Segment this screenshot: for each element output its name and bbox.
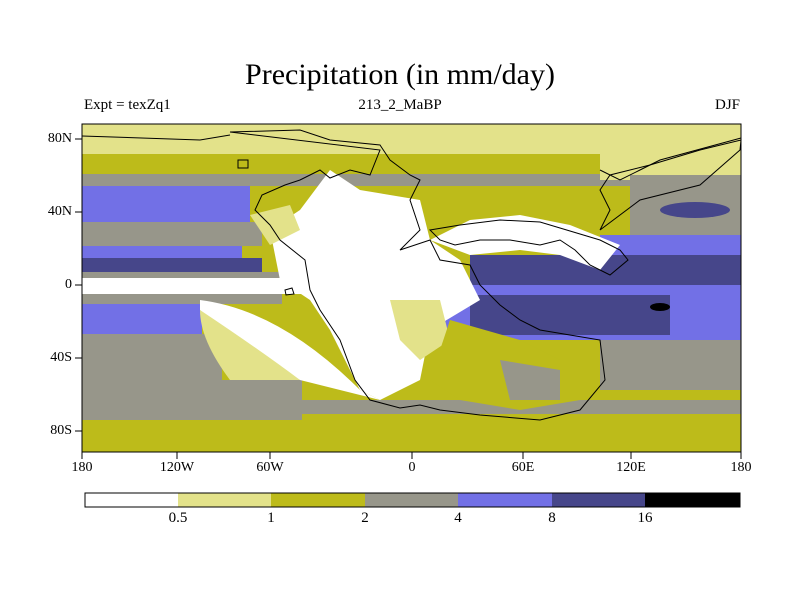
lat-label-40n: 40N [47, 204, 72, 219]
lat-label-80s: 80S [50, 423, 72, 438]
colorbar-label-4: 4 [454, 510, 462, 526]
precipitation-field [82, 124, 741, 452]
lon-label-120w: 120W [159, 460, 195, 475]
colorbar-box-1 [85, 493, 178, 507]
colorbar-label-2: 2 [361, 510, 369, 526]
colorbar-box-7 [645, 493, 740, 507]
colorbar-box-6 [552, 493, 645, 507]
lon-label-60w: 60W [256, 460, 284, 475]
season-label: DJF [714, 97, 740, 113]
lon-label-120e: 120E [616, 460, 646, 475]
axis-ticks [75, 138, 742, 459]
colorbar-box-2 [178, 493, 271, 507]
continent-outlines [81, 129, 742, 421]
lat-label-eq: 0 [65, 277, 72, 292]
colorbar-box-4 [365, 493, 458, 507]
colorbar-label-1: 1 [267, 510, 275, 526]
colorbar-label-0-5: 0.5 [168, 510, 188, 526]
colorbar-label-16: 16 [637, 510, 653, 526]
lat-label-40s: 40S [50, 350, 72, 365]
lon-label-180w: 180 [71, 460, 93, 475]
colorbar-box-3 [271, 493, 365, 507]
lon-label-0: 0 [408, 460, 416, 475]
lon-label-60e: 60E [511, 460, 535, 475]
time-label: 213_2_MaBP [358, 97, 442, 113]
lat-label-80n: 80N [47, 131, 72, 146]
lon-label-180e: 180 [730, 460, 752, 475]
colorbar-label-8: 8 [548, 510, 556, 526]
map-title: Precipitation (in mm/day) [245, 58, 555, 91]
colorbar-box-5 [458, 493, 552, 507]
colorbar [84, 492, 741, 508]
experiment-label: Expt = texZq1 [84, 97, 171, 113]
